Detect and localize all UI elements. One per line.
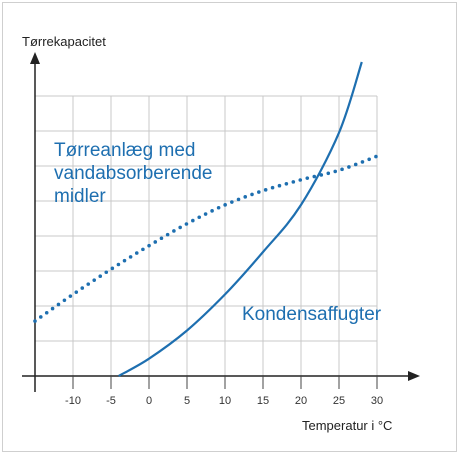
x-axis-title: Temperatur i °C	[302, 418, 392, 433]
chart-frame	[2, 2, 457, 452]
x-ticks: -10 -5 0 5 10 15 20 25 30	[65, 376, 383, 407]
x-tick-label: 5	[184, 395, 190, 407]
x-tick-label: 0	[146, 395, 152, 407]
x-tick-label: -10	[65, 395, 81, 407]
y-axis-arrow	[30, 52, 40, 64]
x-tick-label: 30	[371, 395, 383, 407]
series-label-condensation-line-1: Kondensaffugter	[242, 304, 382, 325]
x-tick-label: 20	[295, 395, 307, 407]
x-tick-label: 15	[257, 395, 269, 407]
series-label-condensation: Kondensaffugter	[242, 304, 382, 325]
series-line-condensation	[118, 61, 363, 377]
axes	[22, 52, 420, 392]
series-label-desiccant: Tørreanlæg med vandabsorberende midler	[54, 140, 218, 207]
y-axis-title: Tørrekapacitet	[22, 34, 106, 49]
x-tick-label: 10	[219, 395, 231, 407]
series-label-desiccant-line-3: midler	[54, 186, 106, 207]
series-group	[33, 61, 379, 377]
x-axis-arrow	[408, 371, 420, 381]
grid	[35, 95, 378, 376]
series-label-desiccant-line-2: vandabsorberende	[54, 163, 212, 184]
series-line-desiccant	[33, 154, 379, 323]
x-tick-label: 25	[333, 395, 345, 407]
x-tick-label: -5	[106, 395, 116, 407]
series-label-desiccant-line-1: Tørreanlæg med	[54, 140, 196, 161]
